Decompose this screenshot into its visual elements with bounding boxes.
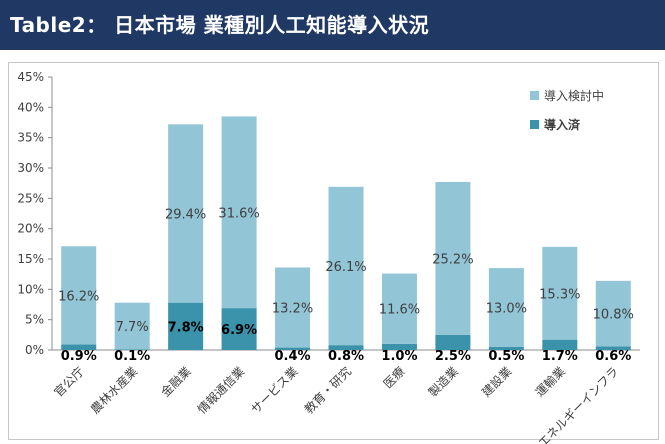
bar-adopted — [114, 349, 150, 350]
data-label-planned: 13.0% — [486, 302, 527, 317]
data-label-planned: 25.2% — [432, 252, 473, 267]
bar-planned — [61, 246, 97, 345]
title-banner: Table2： 日本市場 業種別人工知能導入状況 — [0, 0, 665, 50]
data-label-planned: 7.7% — [116, 320, 149, 335]
data-label-adopted: 7.8% — [168, 320, 204, 335]
bar-planned — [595, 280, 631, 347]
data-label-adopted: 1.7% — [542, 349, 578, 364]
bar-adopted — [61, 344, 97, 350]
data-label-planned: 15.3% — [539, 287, 580, 302]
data-label-planned: 31.6% — [218, 206, 259, 221]
legend-swatch — [530, 91, 539, 100]
legend-label: 導入済 — [544, 117, 581, 132]
bar-planned — [381, 273, 417, 344]
bar-adopted — [488, 346, 524, 350]
y-tick-label: 35% — [17, 131, 44, 145]
bar-planned — [221, 116, 257, 309]
x-tick-label: 官公庁 — [51, 364, 87, 400]
bar-adopted — [328, 345, 364, 350]
data-label-adopted: 0.4% — [275, 349, 311, 364]
legend-label: 導入検討中 — [544, 88, 604, 103]
x-tick-label: 農林水産業 — [87, 364, 140, 417]
bar-adopted — [542, 339, 578, 350]
bar-planned — [435, 181, 471, 335]
data-label-planned: 13.2% — [272, 302, 313, 317]
y-tick-label: 40% — [17, 100, 44, 114]
bar-adopted — [168, 302, 204, 350]
bar-planned — [328, 186, 364, 346]
data-label-planned: 11.6% — [379, 303, 420, 318]
data-label-adopted: 0.6% — [595, 349, 631, 364]
y-tick-label: 45% — [17, 70, 44, 84]
y-tick-label: 20% — [17, 222, 44, 236]
bar-adopted — [221, 308, 257, 350]
x-tick-label: 建設業 — [478, 364, 514, 400]
y-tick-label: 30% — [17, 161, 44, 175]
data-label-adopted: 0.5% — [488, 349, 524, 364]
bar-planned — [114, 302, 150, 350]
x-tick-label: 運輸業 — [532, 364, 568, 400]
page-title: Table2： 日本市場 業種別人工知能導入状況 — [10, 13, 430, 37]
y-tick-label: 10% — [17, 282, 44, 296]
x-tick-label: 医療 — [381, 364, 408, 391]
data-label-adopted: 0.8% — [328, 349, 364, 364]
legend-swatch — [530, 120, 539, 129]
bar-planned — [542, 246, 578, 340]
data-label-adopted: 1.0% — [381, 349, 417, 364]
data-label-planned: 26.1% — [325, 260, 366, 275]
y-tick-label: 25% — [17, 191, 44, 205]
data-label-adopted: 2.5% — [435, 349, 471, 364]
x-tick-label: 教育・研究 — [301, 364, 354, 417]
bar-planned — [488, 268, 524, 347]
y-tick-label: 5% — [25, 313, 44, 327]
data-label-adopted: 0.9% — [61, 349, 97, 364]
data-label-planned: 16.2% — [58, 289, 99, 304]
bar-planned — [168, 124, 204, 303]
data-label-planned: 10.8% — [593, 308, 634, 323]
x-tick-label: 情報通信業 — [195, 364, 247, 416]
y-tick-label: 15% — [17, 252, 44, 266]
data-label-planned: 29.4% — [165, 208, 206, 223]
bar-adopted — [595, 346, 631, 350]
x-tick-label: 製造業 — [426, 364, 461, 399]
bar-adopted — [381, 343, 417, 350]
data-label-adopted: 0.1% — [114, 349, 150, 364]
bar-adopted — [435, 334, 471, 350]
bars: 16.2% 0.9% 7.7% 0.1% 29.4% 7.8% 31.6% 6.9% 13.2%… — [58, 116, 634, 364]
x-tick-label: 金融業 — [158, 364, 194, 400]
bar-adopted — [275, 347, 311, 350]
x-tick-label: サービス業 — [248, 364, 300, 416]
data-label-adopted: 6.9% — [221, 323, 257, 338]
y-tick-label: 0% — [25, 343, 44, 357]
bar-planned — [275, 267, 311, 348]
